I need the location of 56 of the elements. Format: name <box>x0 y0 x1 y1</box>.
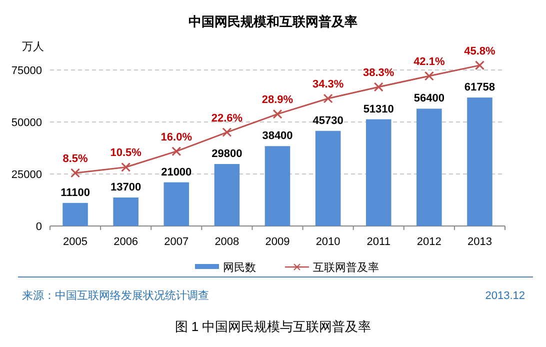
data-label: 56400 <box>414 92 444 105</box>
x-tick-label: 2009 <box>265 236 290 248</box>
y-tick-label: 25000 <box>11 169 42 181</box>
caption: 图 1 中国网民规模与互联网普及率 <box>174 319 372 334</box>
data-label: 34.3% <box>312 78 344 91</box>
x-tick-label: 2012 <box>416 236 442 248</box>
y-tick-label: 0 <box>36 221 42 233</box>
data-label: 51310 <box>363 103 394 116</box>
x-tick-label: 2008 <box>214 236 240 248</box>
x-tick-label: 2010 <box>316 236 340 248</box>
x-tick-label: 2005 <box>63 236 88 248</box>
data-label: 13700 <box>110 182 142 194</box>
chart-title: 中国网民规模和互联网普及率 <box>188 14 358 29</box>
data-label: 8.5% <box>62 152 88 165</box>
source-note: 来源：中国互联网络发展状况统计调查 <box>22 289 209 302</box>
point <box>121 162 131 172</box>
x-tick-label: 2013 <box>467 236 492 248</box>
data-label: 42.1% <box>414 56 445 68</box>
data-label: 22.6% <box>211 112 243 124</box>
bar <box>113 198 138 226</box>
x-tick-label: 2007 <box>164 236 189 248</box>
text: 2013.12 <box>485 290 525 302</box>
bar <box>264 146 290 226</box>
bar <box>315 130 341 226</box>
point <box>323 94 333 104</box>
bar <box>214 164 240 226</box>
data-label: 21000 <box>161 166 192 178</box>
point <box>222 128 232 138</box>
bar <box>164 182 190 226</box>
data-label: 38.3% <box>363 66 394 79</box>
point <box>474 60 484 70</box>
data-label: 11100 <box>60 186 90 199</box>
bar <box>62 202 88 226</box>
data-label: 16.0% <box>160 131 192 144</box>
y-tick-label: 50000 <box>11 117 42 129</box>
point <box>374 82 384 92</box>
bar <box>366 119 392 226</box>
data-label: 28.9% <box>262 94 294 106</box>
point <box>172 146 182 156</box>
point <box>272 109 282 119</box>
x-tick-label: 2006 <box>114 236 138 248</box>
data-label: 10.5% <box>110 147 142 160</box>
data-label: 29800 <box>212 148 242 160</box>
data-label: 45.8% <box>464 45 496 58</box>
data-label: 45730 <box>312 114 344 127</box>
data-label: 38400 <box>262 130 293 142</box>
y-axis-title: 万人 <box>22 41 44 53</box>
data-label: 61758 <box>464 82 496 94</box>
x-tick-label: 2011 <box>366 236 390 248</box>
bar <box>416 108 442 226</box>
y-tick-label: 75000 <box>11 65 42 77</box>
legend-label: 网民数 <box>223 262 256 274</box>
legend-label: 互联网普及率 <box>313 261 379 274</box>
bar <box>467 98 492 226</box>
point <box>424 71 434 81</box>
point <box>70 168 80 178</box>
